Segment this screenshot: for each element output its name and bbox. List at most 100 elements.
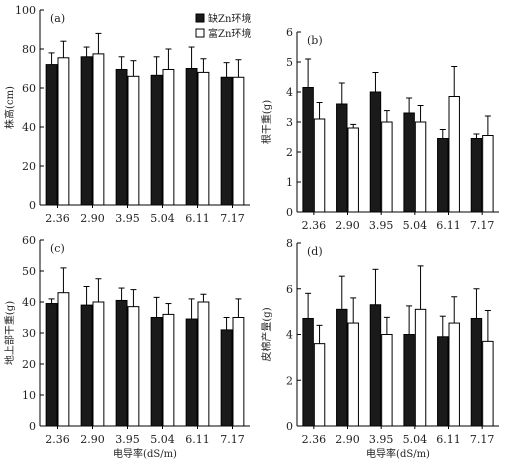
x-tick-label: 3.95: [369, 219, 394, 232]
x-tick-label: 3.95: [115, 212, 140, 225]
bar-deficient: [302, 87, 314, 213]
y-tick-label: 0: [286, 206, 293, 219]
y-tick-label: 60: [22, 234, 36, 247]
bar-rich: [127, 75, 140, 206]
legend-swatch-deficient: [195, 13, 205, 23]
y-tick-label: 0: [29, 199, 36, 212]
y-tick-label: 4: [286, 86, 293, 99]
bar-deficient: [336, 308, 348, 427]
bar-rich: [92, 301, 105, 427]
x-tick-label: 2.36: [302, 219, 327, 232]
y-tick-label: 4: [286, 329, 293, 342]
x-tick-label: 7.17: [470, 433, 495, 446]
bar-rich: [232, 317, 245, 427]
bar-deficient: [302, 317, 314, 427]
legend-swatch-rich: [195, 28, 205, 38]
x-tick-label: 7.17: [220, 212, 245, 225]
bar-rich: [381, 121, 393, 213]
bar-deficient: [437, 336, 449, 427]
bar-rich: [57, 57, 70, 206]
bar-rich: [57, 292, 70, 427]
y-tick-label: 40: [22, 296, 36, 309]
x-tick-label: 6.11: [185, 433, 210, 446]
y-tick-label: 0: [29, 420, 36, 433]
bar-rich: [313, 343, 326, 427]
bar-rich: [347, 322, 359, 427]
x-tick-label: 5.04: [150, 212, 175, 225]
y-axis-label: 地上部干重(g): [3, 301, 16, 365]
bar-rich: [232, 76, 245, 206]
y-tick-label: 3: [286, 116, 293, 129]
legend-label-deficient: 缺Zn环境: [208, 12, 251, 25]
bar-deficient: [403, 334, 415, 427]
bar-deficient: [336, 103, 348, 213]
x-tick-label: 7.17: [220, 433, 245, 446]
bar-deficient: [470, 317, 483, 427]
y-tick-label: 0: [286, 420, 293, 433]
x-tick-label: 7.17: [470, 219, 495, 232]
bar-rich: [448, 322, 460, 427]
bar-rich: [482, 135, 494, 213]
bar-deficient: [150, 317, 163, 427]
bar-deficient: [45, 64, 58, 206]
bar-deficient: [437, 138, 449, 213]
y-tick-label: 2: [286, 146, 293, 159]
bar-rich: [448, 96, 460, 213]
panel-label: (b): [307, 34, 323, 47]
y-tick-label: 2: [286, 374, 293, 387]
x-tick-label: 2.36: [45, 433, 70, 446]
x-tick-label: 2.90: [335, 219, 360, 232]
bar-deficient: [369, 91, 382, 213]
bar-rich: [414, 121, 427, 213]
y-tick-label: 1: [286, 176, 293, 189]
bar-deficient: [150, 74, 163, 206]
bar-deficient: [80, 56, 93, 206]
bar-deficient: [220, 76, 233, 206]
bar-rich: [482, 340, 494, 427]
legend-label-rich: 富Zn环境: [208, 27, 251, 40]
x-tick-label: 5.04: [403, 433, 428, 446]
bar-deficient: [115, 68, 128, 206]
panel-label: (d): [307, 245, 323, 258]
x-tick-label: 2.90: [80, 433, 105, 446]
x-tick-label: 2.90: [80, 212, 105, 225]
x-tick-label: 6.11: [185, 212, 210, 225]
chart-panel-2: 0 1 2 3 4 5 6 2.36 2.90 3.95 5.04 6.11 7.17 (b) 根干重(g): [260, 26, 499, 232]
bar-deficient: [185, 318, 198, 427]
y-tick-label: 20: [22, 160, 36, 173]
x-axis-label: 电导率(dS/m): [113, 447, 177, 460]
chart-panel-4: 0 2 4 6 8 2.36 2.90 3.95 5.04 6.11 7.17 (d) 皮棉产量(g) 电…: [260, 237, 499, 460]
bar-rich: [162, 68, 175, 206]
y-tick-label: 6: [286, 26, 293, 39]
x-tick-label: 2.36: [302, 433, 327, 446]
x-tick-label: 2.90: [335, 433, 360, 446]
bar-deficient: [115, 299, 128, 427]
y-tick-label: 100: [15, 4, 36, 17]
x-tick-label: 3.95: [115, 433, 140, 446]
y-axis-label: 株高(cm): [3, 86, 16, 129]
panel-label: (c): [50, 242, 65, 255]
bar-rich: [414, 308, 427, 427]
bar-deficient: [403, 112, 415, 213]
y-tick-label: 80: [22, 43, 36, 56]
y-tick-label: 60: [22, 82, 36, 95]
y-axis-label: 根干重(g): [260, 100, 273, 144]
bar-rich: [381, 334, 393, 427]
bar-deficient: [220, 329, 233, 427]
y-tick-label: 40: [22, 121, 36, 134]
bar-rich: [127, 306, 140, 427]
bar-rich: [162, 313, 175, 427]
bar-rich: [92, 53, 105, 206]
bar-rich: [347, 127, 359, 213]
x-tick-label: 3.95: [369, 433, 394, 446]
x-tick-label: 2.36: [45, 212, 70, 225]
x-tick-label: 5.04: [150, 433, 175, 446]
x-tick-label: 5.04: [403, 219, 428, 232]
x-axis-label: 电导率(dS/m): [366, 447, 430, 460]
bar-deficient: [369, 304, 382, 427]
x-tick-label: 6.11: [436, 433, 461, 446]
y-tick-label: 5: [286, 56, 293, 69]
panel-label: (a): [50, 12, 65, 25]
